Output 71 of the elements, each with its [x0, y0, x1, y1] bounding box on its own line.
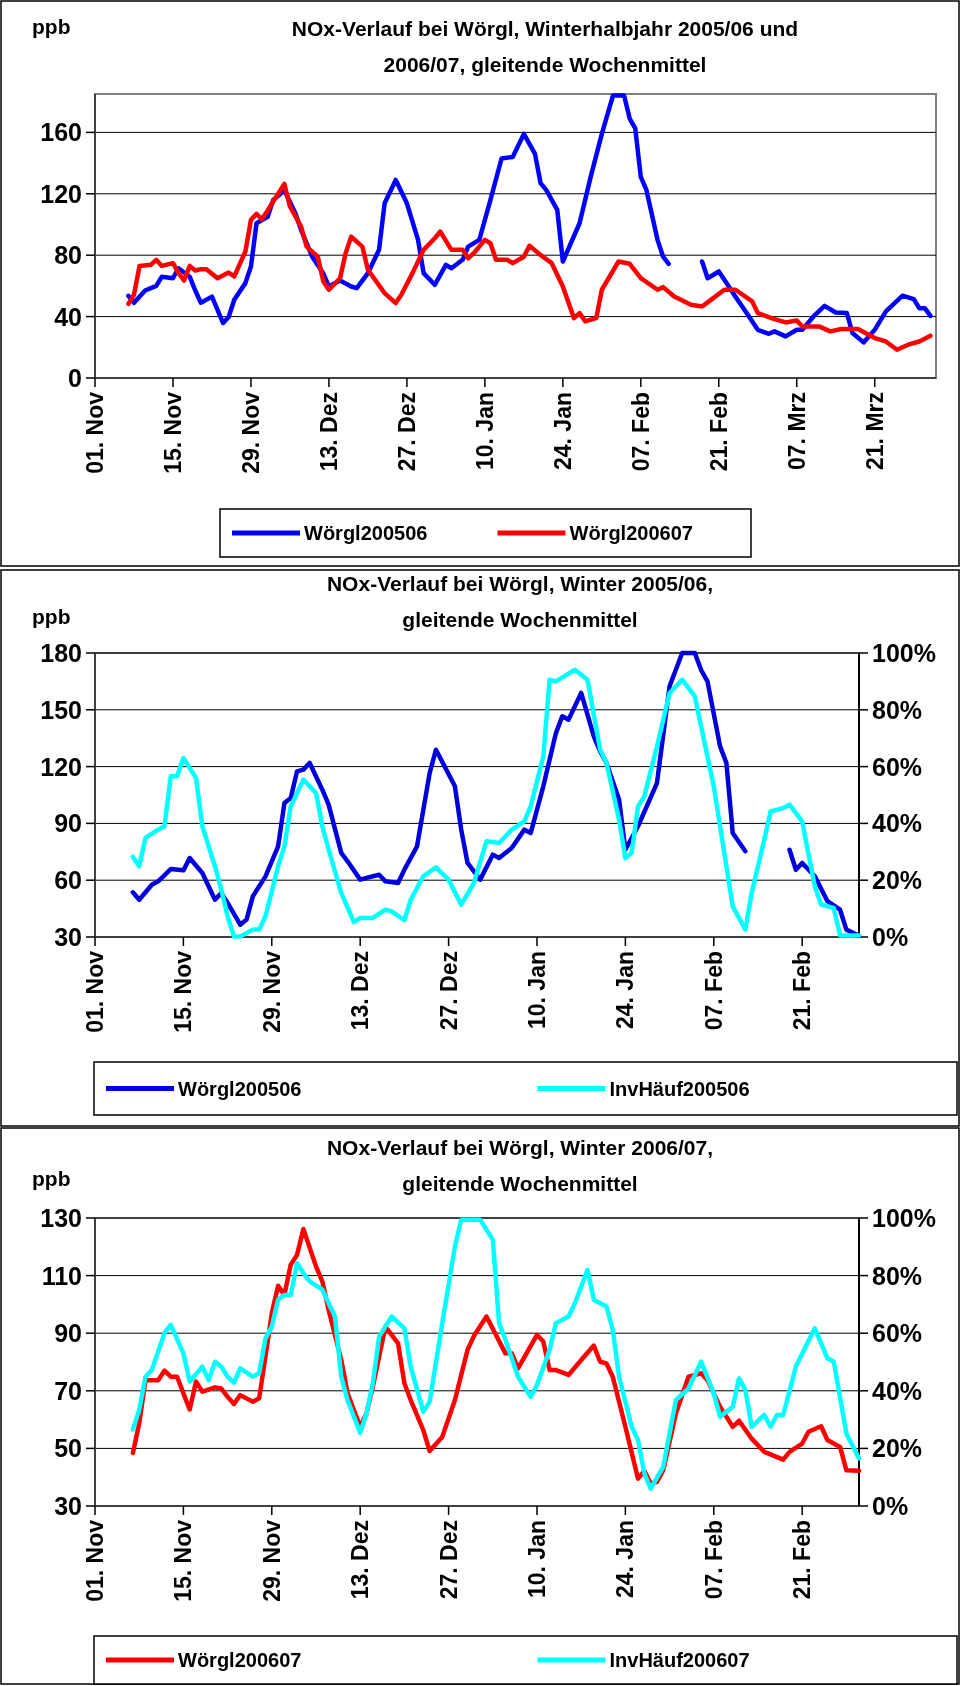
x-tick-label: 21. Feb	[705, 392, 732, 472]
x-tick-label: 10. Jan	[523, 1520, 550, 1598]
legend-label: Wörgl200607	[178, 1649, 302, 1671]
x-tick-label: 27. Dez	[435, 1520, 462, 1600]
y-tick-label: 120	[40, 752, 82, 781]
y-axis-title: ppb	[32, 1167, 71, 1190]
legend-label: Wörgl200506	[178, 1077, 302, 1100]
x-tick-label: 07. Feb	[627, 392, 654, 472]
y-tick-label: 110	[41, 1261, 82, 1290]
x-tick-label: 27. Dez	[393, 392, 420, 472]
y2-tick-label: 80%	[872, 1261, 923, 1290]
y2-tick-label: 0%	[872, 1492, 909, 1520]
x-tick-label: 07. Mrz	[783, 392, 810, 470]
legend-label: InvHäuf200506	[609, 1077, 750, 1100]
y2-tick-label: 0%	[872, 923, 909, 951]
x-tick-label: 01. Nov	[82, 391, 108, 474]
x-tick-label: 10. Jan	[523, 951, 550, 1029]
y-tick-label: 130	[40, 1204, 82, 1232]
x-tick-label: 24. Jan	[612, 951, 639, 1029]
x-tick-label: 24. Jan	[549, 392, 576, 470]
x-tick-label: 07. Feb	[700, 1520, 727, 1600]
y-axis-title: ppb	[32, 15, 71, 38]
y-tick-label: 150	[40, 695, 82, 724]
x-tick-label: 10. Jan	[471, 392, 498, 470]
y-tick-label: 30	[54, 1492, 82, 1520]
x-tick-label: 21. Feb	[789, 1520, 816, 1600]
x-tick-label: 13. Dez	[347, 1520, 374, 1600]
y2-tick-label: 40%	[872, 809, 923, 838]
y-tick-label: 60	[54, 866, 82, 895]
y2-tick-label: 20%	[872, 1434, 923, 1463]
x-tick-label: 21. Feb	[789, 951, 816, 1031]
x-tick-label: 29. Nov	[258, 1519, 285, 1602]
x-tick-label: 07. Feb	[700, 951, 727, 1031]
x-tick-label: 15. Nov	[159, 391, 186, 474]
x-tick-label: 24. Jan	[612, 1520, 639, 1598]
x-tick-label: 15. Nov	[170, 950, 197, 1033]
legend-label: Wörgl200506	[304, 522, 428, 544]
chart-title: NOx-Verlauf bei Wörgl, Winter 2006/07, gleitende Wochenmittel	[326, 1136, 714, 1195]
x-tick-label: 01. Nov	[82, 1519, 108, 1602]
x-tick-label: 27. Dez	[435, 951, 462, 1031]
y2-tick-label: 100%	[872, 639, 936, 667]
y-axis-title: ppb	[32, 605, 71, 628]
y2-tick-label: 60%	[872, 752, 923, 781]
chart-title: NOx-Verlauf bei Wörgl, Winter 2005/06, gleitende Wochenmittel	[326, 572, 714, 631]
y-tick-label: 30	[54, 923, 82, 951]
x-tick-label: 21. Mrz	[861, 392, 888, 470]
y-tick-label: 90	[54, 809, 82, 838]
y-tick-label: 50	[54, 1434, 82, 1463]
y-tick-label: 120	[40, 179, 82, 208]
legend-label: InvHäuf200607	[609, 1649, 750, 1671]
x-tick-label: 29. Nov	[237, 391, 264, 474]
line-series	[126, 181, 933, 352]
y-tick-label: 180	[40, 639, 82, 667]
y2-tick-label: 40%	[872, 1376, 923, 1405]
x-tick-label: 13. Dez	[315, 392, 342, 472]
legend-label: Wörgl200607	[569, 522, 693, 544]
y2-tick-label: 80%	[872, 695, 923, 724]
y2-tick-label: 100%	[872, 1204, 936, 1232]
y2-tick-label: 60%	[872, 1319, 923, 1348]
x-tick-label: 15. Nov	[170, 1519, 197, 1602]
x-tick-label: 13. Dez	[347, 951, 374, 1031]
x-tick-label: 01. Nov	[82, 950, 108, 1033]
chart-title: NOx-Verlauf bei Wörgl, Winterhalbjahr 2005/06 und 2006/07, gleitende Wochenmittel	[291, 17, 799, 76]
x-tick-label: 29. Nov	[258, 950, 285, 1033]
y2-tick-label: 20%	[872, 866, 923, 895]
y-tick-label: 40	[54, 302, 82, 331]
y-tick-label: 90	[54, 1319, 82, 1348]
y-tick-label: 80	[54, 241, 82, 270]
y-tick-label: 70	[54, 1376, 82, 1405]
y-tick-label: 0	[68, 364, 82, 392]
y-tick-label: 160	[40, 118, 82, 147]
